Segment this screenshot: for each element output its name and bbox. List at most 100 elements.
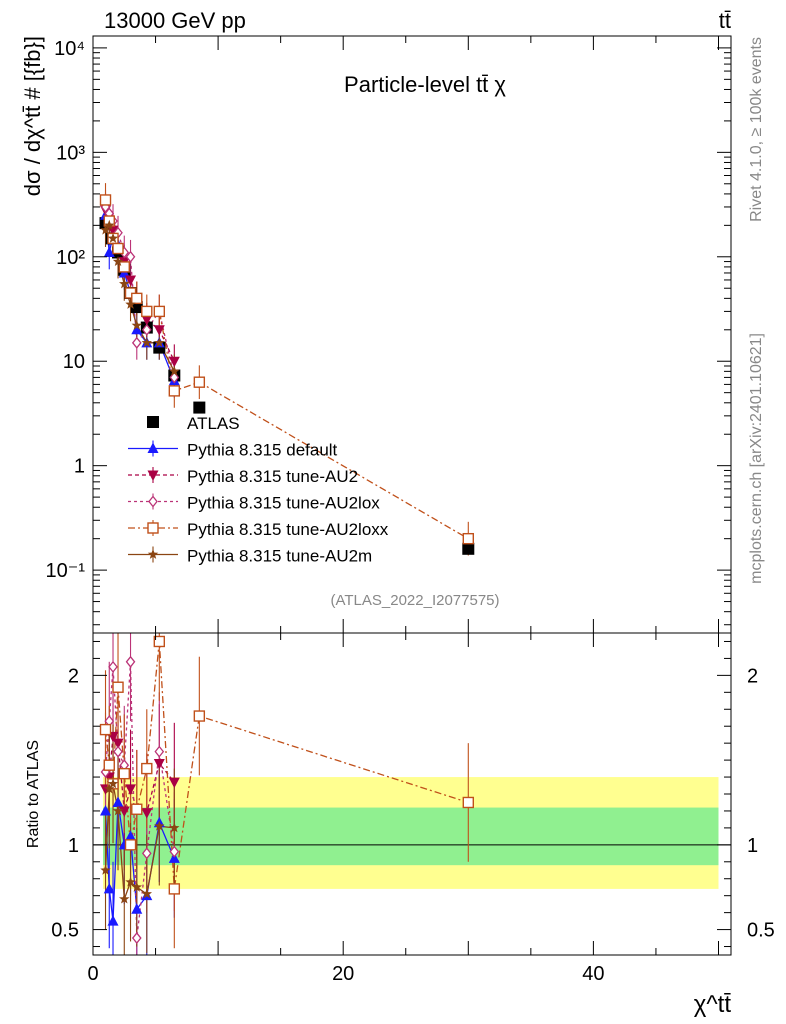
ratio-y-tick-label-right: 0.5: [747, 920, 775, 942]
ratio-point-au2m: [100, 864, 111, 875]
legend-label-default: Pythia 8.315 default: [187, 441, 338, 460]
data-point-au2loxx: [131, 292, 143, 305]
data-point-au2loxx: [168, 385, 181, 397]
data-point-au2loxx: [99, 194, 112, 206]
ratio-point-au2m: [104, 783, 115, 794]
y-tick-label: 10²: [56, 247, 85, 269]
ratio-point-default: [125, 830, 137, 841]
legend-marker-au2lox: [148, 495, 158, 508]
series-line-au2loxx: [104, 199, 469, 540]
ratio-point-au2lox: [131, 932, 142, 945]
ratio-point-au2: [118, 806, 130, 817]
legend-label-au2: Pythia 8.315 tune-AU2: [187, 467, 358, 486]
data-point-au2m: [112, 256, 124, 266]
data-point-au2m: [104, 219, 115, 230]
ratio-point-au2loxx: [168, 883, 181, 895]
ratio-point-au2: [153, 758, 165, 770]
mcplots-label: mcplots.cern.ch [arXiv:2401.10621]: [748, 333, 765, 584]
ratio-point-au2lox: [125, 655, 136, 668]
y-tick-label: 1: [74, 456, 85, 478]
x-tick-label: 40: [582, 963, 604, 985]
ratio-point-au2lox: [108, 660, 118, 673]
ratio-plot-marks: [93, 633, 731, 955]
data-point-au2m: [107, 232, 119, 243]
analysis-tag: (ATLAS_2022_I2077575): [330, 592, 499, 609]
data-point-au2m: [169, 365, 180, 376]
data-point-au2loxx: [112, 242, 124, 255]
data-point-au2: [168, 356, 180, 368]
ratio-point-default: [112, 796, 124, 807]
ratio-line-au2lox: [104, 661, 175, 939]
y-axis-label: dσ / dχ^tt̄ # [{fb}]: [20, 36, 45, 196]
ratio-y-tick-label: 2: [68, 665, 79, 687]
main-plot-frame: [92, 35, 732, 634]
energy-label: 13000 GeV pp: [104, 8, 246, 33]
ratio-point-au2loxx: [153, 635, 166, 648]
data-point-default: [103, 246, 115, 257]
legend-label-au2loxx: Pythia 8.315 tune-AU2loxx: [187, 520, 389, 539]
ratio-point-au2m: [131, 881, 142, 892]
rivet-label: Rivet 4.1.0, ≥ 100k events: [748, 37, 765, 222]
ratio-point-au2m: [169, 822, 180, 833]
legend-label-au2m: Pythia 8.315 tune-AU2m: [187, 547, 372, 566]
ratio-y-tick-label: 0.5: [51, 920, 79, 942]
uncertainty-band-inner: [103, 807, 719, 866]
ratio-y-tick-label: 1: [68, 835, 79, 857]
ratio-point-default: [100, 804, 112, 816]
data-point-au2lox: [141, 323, 152, 336]
data-point-atlas: [462, 542, 475, 555]
ratio-point-default: [103, 882, 115, 894]
ratio-point-au2: [168, 777, 180, 789]
data-point-au2m: [100, 224, 111, 235]
main-axis-ticks: 10⁴ 10³ 10² 10 1 10⁻¹: [46, 36, 731, 633]
ratio-point-au2: [125, 784, 137, 795]
data-point-au2loxx: [153, 305, 166, 318]
ratio-y-tick-label-right: 1: [747, 835, 758, 857]
legend-marker-default: [147, 442, 159, 453]
x-axis-label: χ^tt̄: [694, 991, 732, 1018]
ratio-point-au2m: [112, 805, 124, 816]
legend: ATLAS Pythia 8.315 default Pythia 8.315 tu…: [128, 414, 389, 566]
plot-title: Particle-level tt̄ χ: [344, 72, 506, 97]
ratio-point-au2m: [119, 893, 130, 904]
ratio-point-au2loxx: [118, 767, 130, 780]
ratio-point-au2loxx: [124, 839, 137, 851]
ratio-point-au2loxx: [462, 796, 474, 809]
ratio-point-au2lox: [154, 745, 165, 758]
main-plot-panel: 10⁴ 10³ 10² 10 1 10⁻¹ Particle-level tt̄ χ (A…: [20, 35, 732, 634]
legend-label-atlas: ATLAS: [187, 414, 240, 433]
ratio-line-au2: [104, 734, 175, 814]
ratio-plot-panel: 0.5 0.51 12 20 20 40 Ratio to ATLAS χ^tt̄: [25, 632, 775, 1018]
ratio-axis-ticks: 0.5 0.51 12 20 20 40: [51, 633, 775, 985]
ratio-point-au2loxx: [141, 762, 153, 775]
data-point-au2m: [141, 337, 152, 348]
data-point-au2lox: [131, 336, 142, 349]
data-point-au2: [153, 325, 165, 336]
data-point-au2loxx: [462, 532, 474, 545]
legend-marker-au2loxx: [147, 522, 159, 534]
process-label: tt̄: [719, 8, 731, 33]
ratio-point-au2loxx: [103, 759, 115, 771]
series-line-au2lox: [104, 206, 175, 378]
legend-marker-au2: [147, 470, 159, 481]
ratio-point-au2: [112, 738, 124, 750]
ratio-y-tick-label-right: 2: [747, 665, 758, 687]
data-point-au2loxx: [141, 305, 153, 318]
data-point-au2lox: [125, 250, 136, 263]
y-tick-label: 10⁴: [54, 38, 85, 60]
ratio-point-au2: [141, 808, 153, 819]
ratio-point-au2lox: [113, 745, 123, 758]
data-point-au2m: [131, 320, 142, 330]
data-point-au2: [125, 275, 137, 286]
ratio-point-au2loxx: [112, 681, 124, 693]
ratio-point-default: [131, 903, 143, 914]
main-plot-marks: [99, 183, 475, 556]
ratio-point-au2m: [141, 888, 152, 899]
ratio-point-au2m: [107, 778, 119, 789]
ratio-point-au2loxx: [193, 710, 206, 722]
ratio-y-axis-label: Ratio to ATLAS: [25, 740, 42, 848]
y-tick-label: 10⁻¹: [46, 560, 86, 582]
ratio-point-au2m: [154, 820, 165, 831]
y-tick-label: 10: [63, 351, 85, 373]
